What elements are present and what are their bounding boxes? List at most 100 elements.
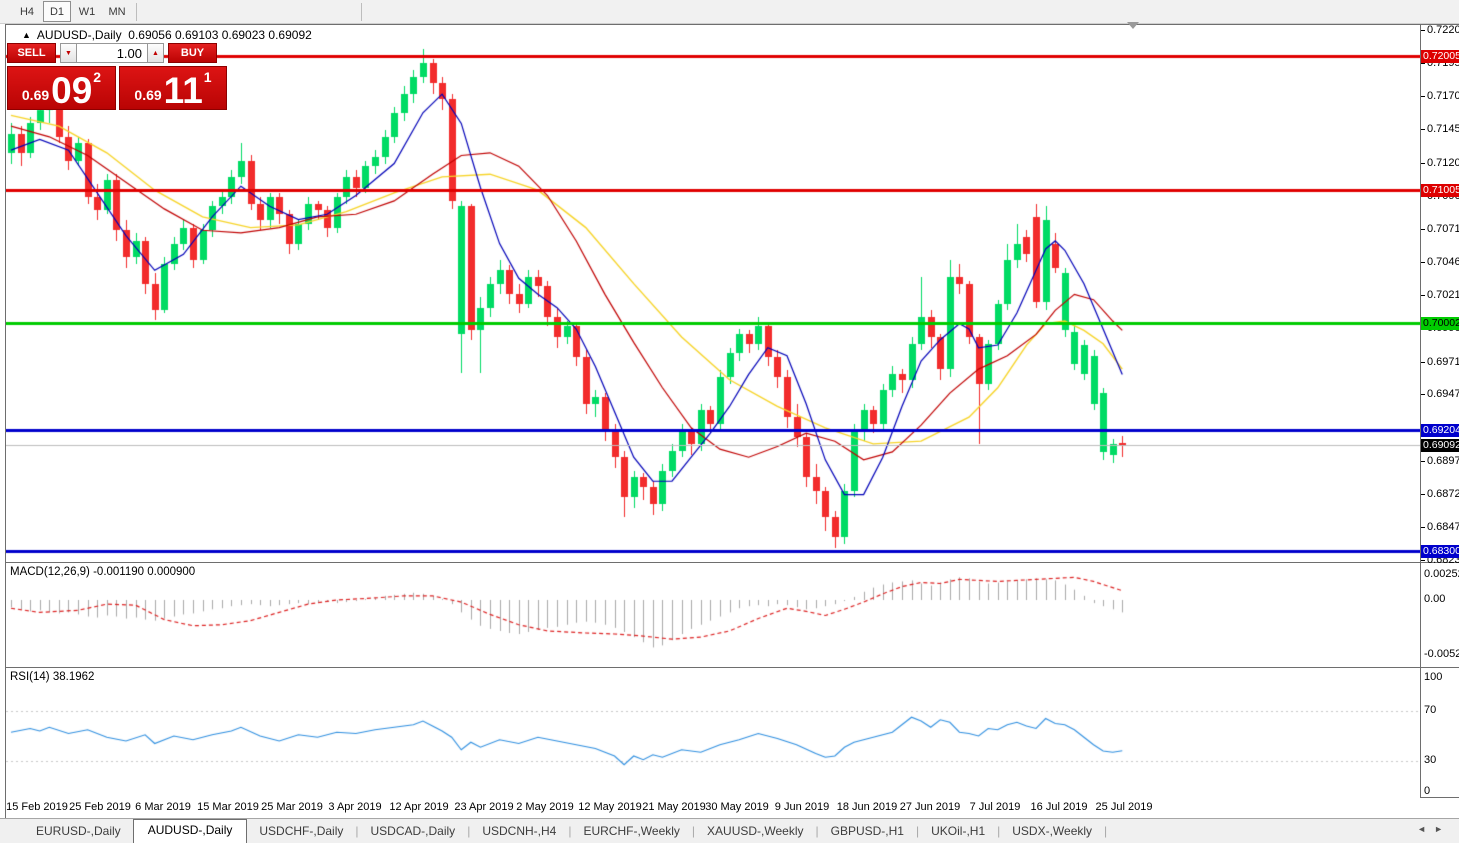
- volume-input[interactable]: [77, 43, 147, 63]
- date-tick-label: 25 Jul 2019: [1095, 801, 1153, 813]
- tab-separator: |: [568, 824, 572, 838]
- rsi-axis-label: 100: [1424, 671, 1443, 683]
- one-click-collapse-icon[interactable]: ▲: [22, 30, 31, 40]
- price-tick-mark: [1421, 129, 1425, 130]
- current-price-badge: 0.69092: [1421, 439, 1459, 452]
- price-tick-label: 0.71705: [1427, 90, 1459, 102]
- date-tick-label: 16 Jul 2019: [1030, 801, 1088, 813]
- buy-price-prefix: 0.69: [134, 87, 162, 103]
- chart-shift-marker-icon[interactable]: [1127, 22, 1139, 29]
- rsi-label: RSI(14) 38.1962: [10, 671, 95, 683]
- rsi-axis-label: 70: [1424, 704, 1437, 716]
- one-click-trading-panel: SELL ▼ ▲ BUY 0.69 09 2 0.69 11 1: [7, 43, 227, 110]
- price-tick-mark: [1421, 494, 1425, 495]
- price-tick-label: 0.68475: [1427, 521, 1459, 533]
- price-tick-label: 0.71455: [1427, 123, 1459, 135]
- chart-tab-audusd-daily[interactable]: AUDUSD-,Daily: [132, 819, 248, 843]
- window-border-left: [5, 24, 6, 818]
- buy-price-point: 1: [203, 69, 212, 85]
- price-tick-mark: [1421, 295, 1425, 296]
- chart-tab-usdcnh-h4[interactable]: USDCNH-,H4: [482, 824, 557, 838]
- main-price-chart[interactable]: [6, 25, 1420, 562]
- buy-price-box[interactable]: 0.69 11 1: [119, 66, 227, 110]
- timeframe-toolbar: H4 D1 W1 MN: [0, 0, 1459, 24]
- price-tick-mark: [1421, 461, 1425, 462]
- date-tick-label: 7 Jul 2019: [969, 801, 1021, 813]
- date-tick-label: 6 Mar 2019: [135, 801, 191, 813]
- tab-separator: |: [815, 824, 819, 838]
- chart-tab-xauusd-weekly[interactable]: XAUUSD-,Weekly: [707, 824, 804, 838]
- sell-button[interactable]: SELL: [7, 43, 56, 63]
- level-price-badge: 0.71005: [1421, 184, 1459, 197]
- macd-values: -0.001190 0.000900: [93, 566, 196, 578]
- date-tick-label: 15 Mar 2019: [197, 801, 259, 813]
- window-border-top: [5, 24, 1459, 25]
- chart-tab-usdx-weekly[interactable]: USDX-,Weekly: [1012, 824, 1093, 838]
- tab-separator: |: [355, 824, 359, 838]
- price-tick-mark: [1421, 527, 1425, 528]
- chart-title-row: ▲ AUDUSD-,Daily 0.69056 0.69103 0.69023 0…: [22, 28, 312, 42]
- sell-price-box[interactable]: 0.69 09 2: [7, 66, 116, 110]
- rsi-indicator-panel[interactable]: [6, 668, 1420, 798]
- toolbar-separator: [136, 2, 137, 21]
- volume-increase-button[interactable]: ▲: [147, 43, 164, 63]
- toolbar-separator: [361, 2, 362, 21]
- price-tick-label: 0.70215: [1427, 289, 1459, 301]
- level-price-badge: 0.68300: [1421, 545, 1459, 558]
- chart-tab-eurchf-weekly[interactable]: EURCHF-,Weekly: [583, 824, 680, 838]
- timeframe-button-mn[interactable]: MN: [108, 5, 126, 18]
- chart-tab-gbpusd-h1[interactable]: GBPUSD-,H1: [830, 824, 904, 838]
- price-tick-label: 0.69715: [1427, 356, 1459, 368]
- buy-price-pips: 11: [163, 69, 203, 111]
- tab-separator: |: [467, 824, 471, 838]
- date-tick-label: 25 Mar 2019: [261, 801, 323, 813]
- level-price-badge: 0.72005: [1421, 50, 1459, 63]
- timeframe-buttons: H4 D1 W1 MN: [12, 1, 132, 22]
- macd-label: MACD(12,26,9) -0.001190 0.000900: [10, 566, 196, 578]
- timeframe-button-h4[interactable]: H4: [19, 5, 35, 18]
- macd-indicator-panel[interactable]: [6, 563, 1420, 667]
- timeframe-button-w1[interactable]: W1: [78, 5, 96, 18]
- tab-separator: |: [691, 824, 696, 838]
- volume-decrease-button[interactable]: ▼: [60, 43, 77, 63]
- chart-symbol-title: AUDUSD-,Daily: [36, 28, 122, 42]
- chart-tab-ukoil-h1[interactable]: UKOil-,H1: [931, 824, 986, 838]
- price-tick-mark: [1421, 262, 1425, 263]
- date-tick-label: 15 Feb 2019: [6, 801, 68, 813]
- price-tick-mark: [1421, 362, 1425, 363]
- price-tick-mark: [1421, 394, 1425, 395]
- chart-tab-bar: EURUSD-,Daily AUDUSD-,Daily USDCHF-,Daily |…: [0, 818, 1459, 843]
- price-tick-mark: [1421, 30, 1425, 31]
- tab-scroll-arrows[interactable]: ◄►: [1417, 824, 1451, 834]
- tab-separator: |: [1104, 824, 1108, 838]
- chart-tab-usdchf-daily[interactable]: USDCHF-,Daily: [259, 824, 344, 838]
- rsi-axis-label: 30: [1424, 754, 1437, 766]
- chart-tab-eurusd-daily[interactable]: EURUSD-,Daily: [36, 824, 121, 838]
- timeframe-button-d1[interactable]: D1: [43, 1, 71, 22]
- macd-axis-label: -0.00523: [1424, 648, 1459, 660]
- chart-ohlc-values: 0.69056 0.69103 0.69023 0.69092: [128, 28, 312, 42]
- price-tick-label: 0.71205: [1427, 157, 1459, 169]
- level-price-badge: 0.70002: [1421, 317, 1459, 330]
- tab-scroll-left-icon[interactable]: ◄: [1417, 824, 1435, 834]
- date-tick-label: 21 May 2019: [642, 801, 706, 813]
- macd-axis-label: 0.002522: [1424, 568, 1459, 580]
- date-tick-label: 27 Jun 2019: [899, 801, 961, 813]
- rsi-axis-label: 0: [1424, 785, 1431, 797]
- level-price-badge: 0.69204: [1421, 424, 1459, 437]
- sell-price-pips: 09: [51, 69, 93, 111]
- date-tick-label: 30 May 2019: [705, 801, 769, 813]
- date-tick-label: 12 May 2019: [578, 801, 642, 813]
- chart-tab-usdcad-daily[interactable]: USDCAD-,Daily: [370, 824, 456, 838]
- price-axis-separator: [1420, 25, 1421, 797]
- date-tick-label: 25 Feb 2019: [69, 801, 131, 813]
- macd-divider: [6, 562, 1459, 563]
- tab-scroll-right-icon[interactable]: ►: [1434, 824, 1451, 834]
- rsi-divider: [6, 667, 1459, 668]
- buy-button[interactable]: BUY: [168, 43, 217, 63]
